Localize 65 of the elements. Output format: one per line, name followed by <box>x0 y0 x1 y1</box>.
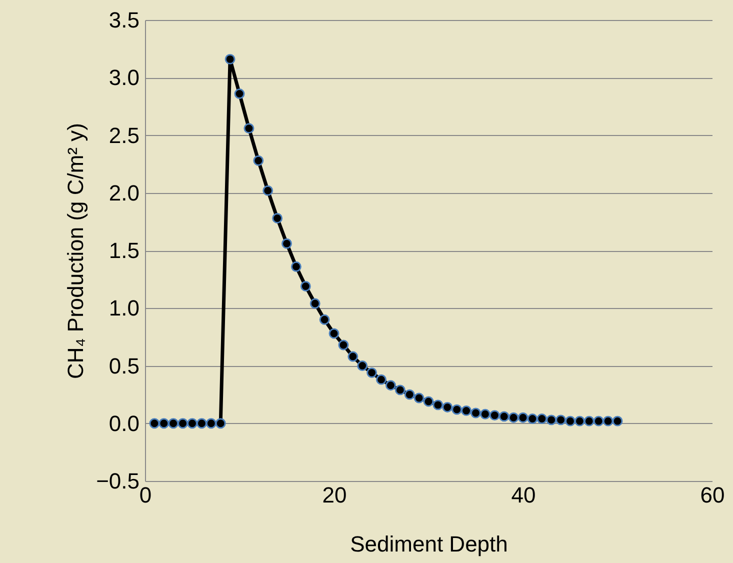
point <box>282 238 292 249</box>
point <box>376 374 386 385</box>
point <box>593 416 604 426</box>
point <box>602 416 614 426</box>
x-axis-title: Sediment Depth <box>350 532 508 556</box>
point <box>168 418 179 429</box>
point <box>196 418 207 429</box>
point <box>574 416 585 426</box>
x-tick-label: 0 <box>139 482 152 508</box>
point <box>452 404 462 415</box>
point <box>262 185 274 196</box>
point <box>536 414 548 424</box>
point <box>461 405 472 416</box>
point <box>498 411 510 422</box>
point <box>272 213 283 224</box>
point <box>234 88 245 99</box>
point <box>394 384 406 396</box>
point <box>328 328 340 339</box>
point <box>178 418 188 429</box>
point <box>414 392 424 404</box>
point <box>556 414 566 426</box>
point <box>149 418 160 429</box>
point <box>612 416 623 426</box>
x-tick-label: 60 <box>700 482 725 508</box>
point <box>385 380 396 391</box>
y-tick-label: 2.5 <box>108 122 140 148</box>
point <box>527 414 538 424</box>
point <box>432 400 444 410</box>
point <box>300 281 311 292</box>
point <box>310 298 320 309</box>
point <box>518 412 528 423</box>
y-tick-label: −0.5 <box>96 468 140 494</box>
point <box>290 261 302 272</box>
point <box>187 418 198 429</box>
point <box>489 410 500 421</box>
point <box>348 351 358 362</box>
y-tick-label: 3.0 <box>108 65 140 90</box>
point <box>338 340 349 350</box>
point <box>404 389 415 400</box>
point <box>244 123 254 134</box>
y-tick-label: 1.0 <box>108 296 140 321</box>
point <box>546 414 557 426</box>
point <box>366 367 378 378</box>
point <box>253 155 264 166</box>
point <box>319 314 330 325</box>
y-axis-title: CH₄ Production (g C/m² y) <box>63 123 88 379</box>
point <box>442 402 453 412</box>
point <box>357 360 368 371</box>
y-tick-label: 3.5 <box>108 8 140 32</box>
y-tick-label: 0.5 <box>108 353 140 378</box>
point <box>565 416 576 426</box>
point <box>224 54 236 64</box>
point <box>584 416 594 426</box>
point <box>423 396 434 407</box>
point <box>215 418 226 429</box>
point <box>470 408 481 418</box>
x-tick-label: 40 <box>511 482 536 508</box>
point <box>480 408 490 420</box>
y-tick-label: 1.5 <box>108 238 140 263</box>
point <box>158 418 170 429</box>
y-tick-label: 0.0 <box>108 410 140 436</box>
x-tick-label: 20 <box>322 482 347 508</box>
y-tick-label: 2.0 <box>108 180 140 206</box>
point <box>508 412 519 423</box>
point <box>206 418 216 429</box>
